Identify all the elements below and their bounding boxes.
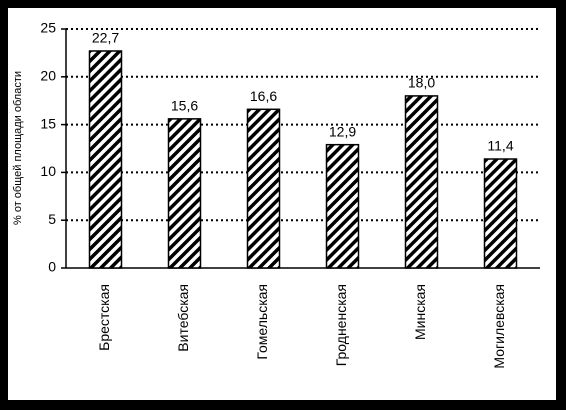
y-axis-title: % от общей площади области <box>12 71 24 225</box>
x-tick-label: Гомельская <box>254 284 270 360</box>
x-tick-label: Брестская <box>96 284 112 351</box>
value-label: 16,6 <box>250 88 277 104</box>
y-tick-label: 10 <box>40 163 56 179</box>
x-tick-label: Могилевская <box>491 284 507 369</box>
y-tick-label: 25 <box>40 20 56 36</box>
bar <box>246 108 281 269</box>
value-label: 15,6 <box>171 98 198 114</box>
y-tick-label: 20 <box>40 68 56 84</box>
x-tick-label: Минская <box>412 284 428 340</box>
y-tick-label: 15 <box>40 115 56 131</box>
value-label: 22,7 <box>92 30 119 46</box>
value-label: 18,0 <box>408 75 435 91</box>
value-label: 11,4 <box>487 138 513 154</box>
bar <box>88 50 123 269</box>
bar <box>483 158 518 269</box>
bar <box>404 95 439 269</box>
x-tick-label: Витебская <box>175 284 191 352</box>
y-tick-label: 5 <box>48 211 56 227</box>
x-tick-label: Гродненская <box>333 284 349 366</box>
y-tick-label: 0 <box>48 259 56 275</box>
bar <box>325 143 360 269</box>
bar <box>167 118 202 269</box>
value-label: 12,9 <box>329 123 356 139</box>
